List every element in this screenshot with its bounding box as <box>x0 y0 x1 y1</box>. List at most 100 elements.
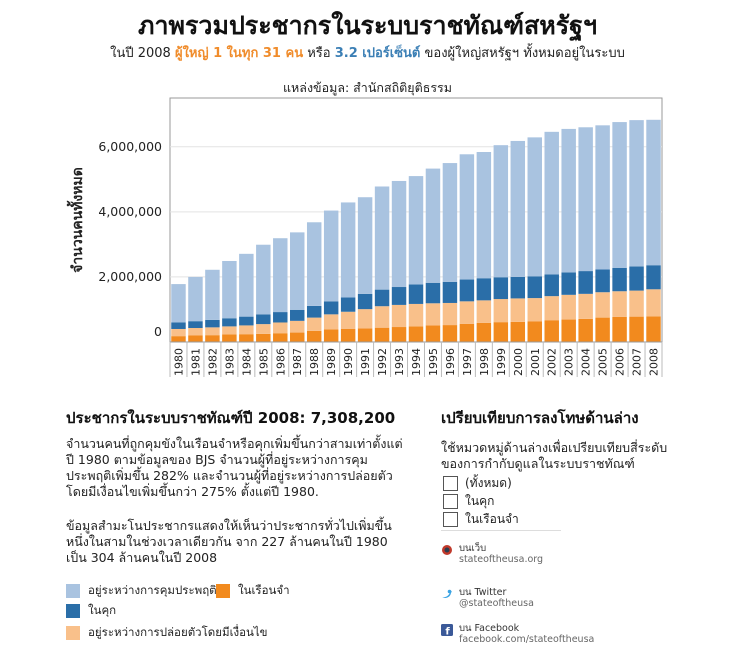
social-facebook[interactable]: f บน Facebook facebook.com/stateoftheusa <box>441 623 594 645</box>
filter-option-prison[interactable]: ในคุก <box>443 492 494 511</box>
x-tick-label: 2002 <box>546 348 559 376</box>
checkbox-prison[interactable] <box>443 494 458 509</box>
social-twitter-link[interactable]: @stateoftheusa <box>459 598 534 609</box>
social-twitter[interactable]: บน Twitter @stateoftheusa <box>441 587 534 609</box>
bar-segment-prison <box>612 267 627 292</box>
bar-segment-probation <box>171 284 186 323</box>
social-links: บนเว็บ stateoftheusa.org บน Twitter @sta… <box>441 530 594 645</box>
bar-segment-parole <box>391 304 407 328</box>
bar-segment-jail <box>612 316 627 342</box>
bar-segment-jail <box>374 327 390 342</box>
x-tick-label: 2006 <box>614 348 627 376</box>
bar-segment-probation <box>391 180 407 288</box>
social-web-link[interactable]: stateoftheusa.org <box>459 554 544 565</box>
page-title: ภาพรวมประชากรในระบบราชทัณฑ์สหรัฐฯ <box>138 11 597 40</box>
bar-segment-jail <box>256 333 271 342</box>
social-web-label: บนเว็บ <box>459 543 487 554</box>
bar-segment-parole <box>340 311 356 329</box>
twitter-bird-icon <box>442 589 452 598</box>
filter-option-all[interactable]: (ทั้งหมด) <box>443 474 512 493</box>
x-tick-label: 2000 <box>512 348 525 376</box>
compare-description: ใช้หมวดหมู่ด้านล่างเพื่อเปรียบเทียบสี่ระ… <box>441 440 668 471</box>
bar-segment-parole <box>493 299 509 323</box>
bar-segment-parole <box>188 328 203 336</box>
bar-segment-prison <box>544 274 559 297</box>
bar-segment-jail <box>205 335 220 342</box>
stats-heading: ประชากรในระบบราชทัณฑ์ปี 2008: 7,308,200 <box>66 409 396 427</box>
bar-segment-parole <box>459 301 475 324</box>
x-tick-label: 1986 <box>274 348 287 376</box>
bar-segment-jail <box>476 322 492 342</box>
bar-segment-parole <box>306 317 322 331</box>
subtitle-pre: ในปี 2008 <box>110 46 171 61</box>
stats-paragraph-1: จำนวนคนที่ถูกคุมขังในเรือนจำหรือคุกเพิ่ม… <box>66 436 403 499</box>
bar-segment-probation <box>374 186 390 290</box>
bar-segment-prison <box>357 293 373 310</box>
bar-segment-parole <box>442 302 458 326</box>
bar-segment-jail <box>629 316 644 342</box>
stats-section: ประชากรในระบบราชทัณฑ์ปี 2008: 7,308,200 … <box>66 406 406 565</box>
y-axis-title: จำนวนคนทั้งหมด <box>66 167 86 273</box>
subtitle-highlight-ratio: ผู้ใหญ่ 1 ในทุก 31 คน <box>174 46 304 61</box>
legend-label-jail: ในเรือนจำ <box>238 583 290 597</box>
filter-label-prison: ในคุก <box>465 494 495 508</box>
legend-label-prison: ในคุก <box>88 603 117 617</box>
bar-segment-probation <box>493 145 509 278</box>
stacked-bar-chart: 0 2,000,000 4,000,000 6,000,000 1980 1981 1982… <box>98 97 663 377</box>
checkbox-all[interactable] <box>443 476 458 491</box>
bar-segment-prison <box>290 309 305 321</box>
x-tick-label: 1990 <box>342 348 355 376</box>
bar-segment-parole <box>612 291 627 317</box>
y-tick-label: 0 <box>154 324 162 339</box>
bar-segment-parole <box>476 300 492 323</box>
bar-segment-probation <box>442 163 458 282</box>
bar-segment-probation <box>290 232 305 310</box>
bar-segment-prison <box>205 319 220 328</box>
legend-item-jail: ในเรือนจำ <box>216 582 290 600</box>
bar-segment-parole <box>646 289 661 317</box>
bar-segment-prison <box>595 269 610 293</box>
bar-segment-jail <box>510 321 526 342</box>
legend-label-parole: อยู่ระหว่างการปล่อยตัวโดยมีเงื่อนไข <box>88 625 268 639</box>
social-facebook-link[interactable]: facebook.com/stateoftheusa <box>459 634 595 645</box>
bar-segment-jail <box>561 319 576 342</box>
x-tick-label: 2003 <box>563 348 576 376</box>
bar-segment-jail <box>239 334 254 342</box>
y-tick-label: 4,000,000 <box>98 204 162 219</box>
bar-segment-prison <box>273 312 288 323</box>
bar-segment-probation <box>476 152 492 279</box>
x-tick-label: 1989 <box>325 348 338 376</box>
filter-option-jail[interactable]: ในเรือนจำ <box>443 510 519 529</box>
bar-segment-prison <box>629 266 644 291</box>
bar-segment-prison <box>239 316 254 326</box>
bar-segment-prison <box>459 279 475 302</box>
social-web[interactable]: บนเว็บ stateoftheusa.org <box>441 543 543 565</box>
legend-swatch-jail <box>216 584 230 598</box>
x-tick-label: 2004 <box>580 348 593 376</box>
bar-segment-jail <box>273 333 288 342</box>
bar-segment-probation <box>510 140 526 277</box>
bar-segment-jail <box>544 320 559 342</box>
bar-segment-jail <box>306 330 322 342</box>
x-tick-label: 1996 <box>444 348 457 376</box>
legend-swatch-probation <box>66 584 80 598</box>
bar-segment-parole <box>408 303 424 327</box>
bar-segment-probation <box>188 276 203 322</box>
bar-segment-prison <box>374 289 390 307</box>
bar-segment-parole <box>256 324 271 334</box>
bar-segment-probation <box>561 128 576 273</box>
bar-segment-probation <box>273 238 288 313</box>
bar-segment-prison <box>171 322 186 329</box>
bar-segment-probation <box>323 210 339 302</box>
bar-segment-parole <box>629 290 644 317</box>
social-facebook-label: บน Facebook <box>459 623 520 634</box>
bar-segment-probation <box>340 202 356 298</box>
bar-segment-prison <box>561 272 576 295</box>
bar-segment-jail <box>171 336 186 342</box>
bar-segment-probation <box>425 168 441 283</box>
legend-label-probation: อยู่ระหว่างการคุมประพฤติ <box>88 583 217 597</box>
compare-section: เปรียบเทียบการลงโทษด้านล่าง ใช้หมวดหมู่ด… <box>441 406 691 645</box>
x-tick-label: 1980 <box>172 348 185 376</box>
checkbox-jail[interactable] <box>443 512 458 527</box>
subtitle-post: ของผู้ใหญ่สหรัฐฯ ทั้งหมดอยู่ในระบบ <box>424 46 625 61</box>
